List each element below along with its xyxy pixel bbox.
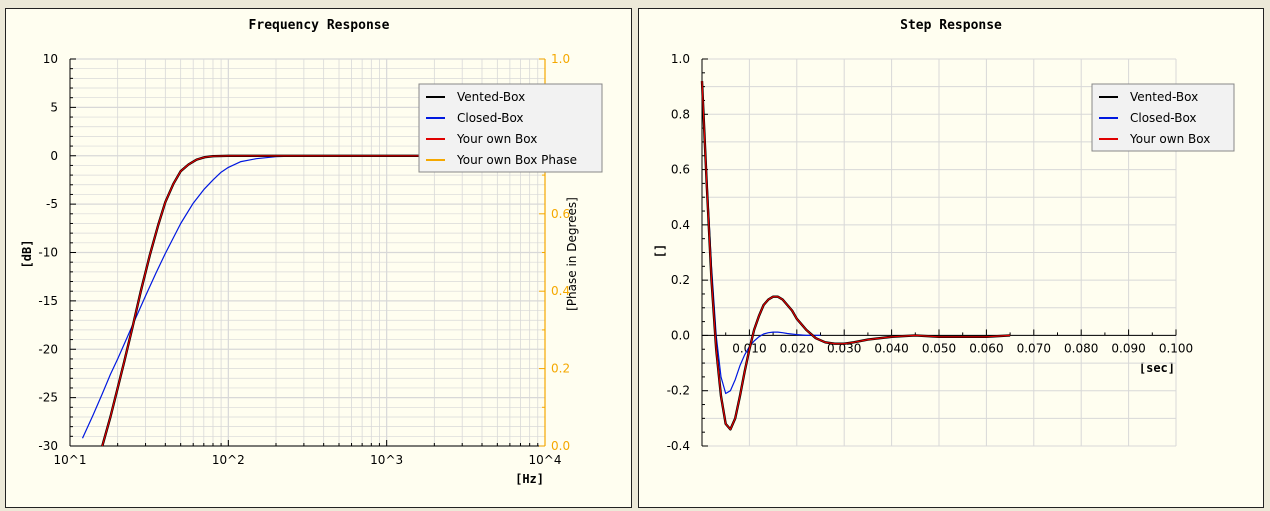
series-line-your-own-box — [701, 81, 1011, 430]
x-tick-label: 10^4 — [529, 453, 562, 467]
legend-label: Your own Box — [1129, 132, 1210, 146]
y2-axis-label: [Phase in Degrees] — [565, 197, 579, 311]
y-tick-label: -10 — [38, 246, 58, 260]
x-tick-label: 0.070 — [1017, 341, 1051, 355]
x-tick-label: 0.040 — [874, 341, 908, 355]
y-tick-label: -0.2 — [667, 384, 690, 398]
y-tick-label: -25 — [38, 391, 58, 405]
x-axis-label: [sec] — [1139, 361, 1175, 375]
frequency-response-chart: Frequency Response [dB] [Phase in Degree… — [20, 18, 603, 486]
series-line-vented-box — [700, 81, 1011, 431]
x-tick-label: 0.050 — [922, 341, 956, 355]
legend-label: Vented-Box — [457, 90, 525, 104]
x-tick-label: 0.060 — [969, 341, 1003, 355]
y-tick-label: 0.2 — [671, 273, 690, 287]
y-tick-label: -0.4 — [667, 439, 690, 453]
y2-tick-label: 0.0 — [551, 439, 570, 453]
y-tick-label: -15 — [38, 294, 58, 308]
x-tick-label: 0.090 — [1111, 341, 1145, 355]
x-tick-label: 10^1 — [54, 453, 87, 467]
y-tick-label: -5 — [46, 197, 58, 211]
y2-tick-label: 0.6 — [551, 207, 570, 221]
x-tick-label: 0.020 — [780, 341, 814, 355]
series-line-closed-box — [81, 155, 435, 439]
x-tick-label: 0.080 — [1064, 341, 1098, 355]
x-tick-label: 0.030 — [827, 341, 861, 355]
legend-label: Closed-Box — [457, 111, 524, 125]
y-tick-label: 0.8 — [671, 107, 690, 121]
step-response-panel: Step Response [] [sec] 1.0 0.8 0.6 0.4 0.2 0.… — [638, 8, 1264, 508]
y2-tick-label: 0.4 — [551, 284, 570, 298]
y-axis-label: [dB] — [20, 240, 34, 269]
y-tick-label: 10 — [43, 52, 58, 66]
legend-box — [418, 83, 603, 173]
legend-label: Your own Box Phase — [456, 153, 577, 167]
x-axis-label: [Hz] — [515, 472, 544, 486]
legend-label: Closed-Box — [1130, 111, 1197, 125]
legend-label: Vented-Box — [1130, 90, 1198, 104]
y-tick-label: 0 — [50, 149, 58, 163]
y-tick-label: 0.0 — [671, 328, 690, 342]
x-tick-label: 10^2 — [212, 453, 245, 467]
y-axis-label: [] — [653, 244, 667, 258]
x-tick-label: 10^3 — [370, 453, 403, 467]
frequency-response-panel: Frequency Response [dB] [Phase in Degree… — [5, 8, 632, 508]
y-tick-label: -30 — [38, 439, 58, 453]
y-tick-label: 0.4 — [671, 218, 690, 232]
y2-tick-label: 1.0 — [551, 52, 570, 66]
y-tick-label: 5 — [50, 100, 58, 114]
y-tick-label: 0.6 — [671, 163, 690, 177]
series-line-your-own-box — [101, 155, 435, 447]
x-tick-label: 0.100 — [1159, 341, 1193, 355]
legend-label: Your own Box — [456, 132, 537, 146]
chart-title: Frequency Response — [249, 18, 390, 33]
y-tick-label: -20 — [38, 342, 58, 356]
step-response-chart: Step Response [] [sec] 1.0 0.8 0.6 0.4 0.2 0.… — [653, 18, 1235, 453]
y2-tick-label: 0.2 — [551, 362, 570, 376]
chart-title: Step Response — [900, 18, 1002, 33]
y-tick-label: 1.0 — [671, 52, 690, 66]
